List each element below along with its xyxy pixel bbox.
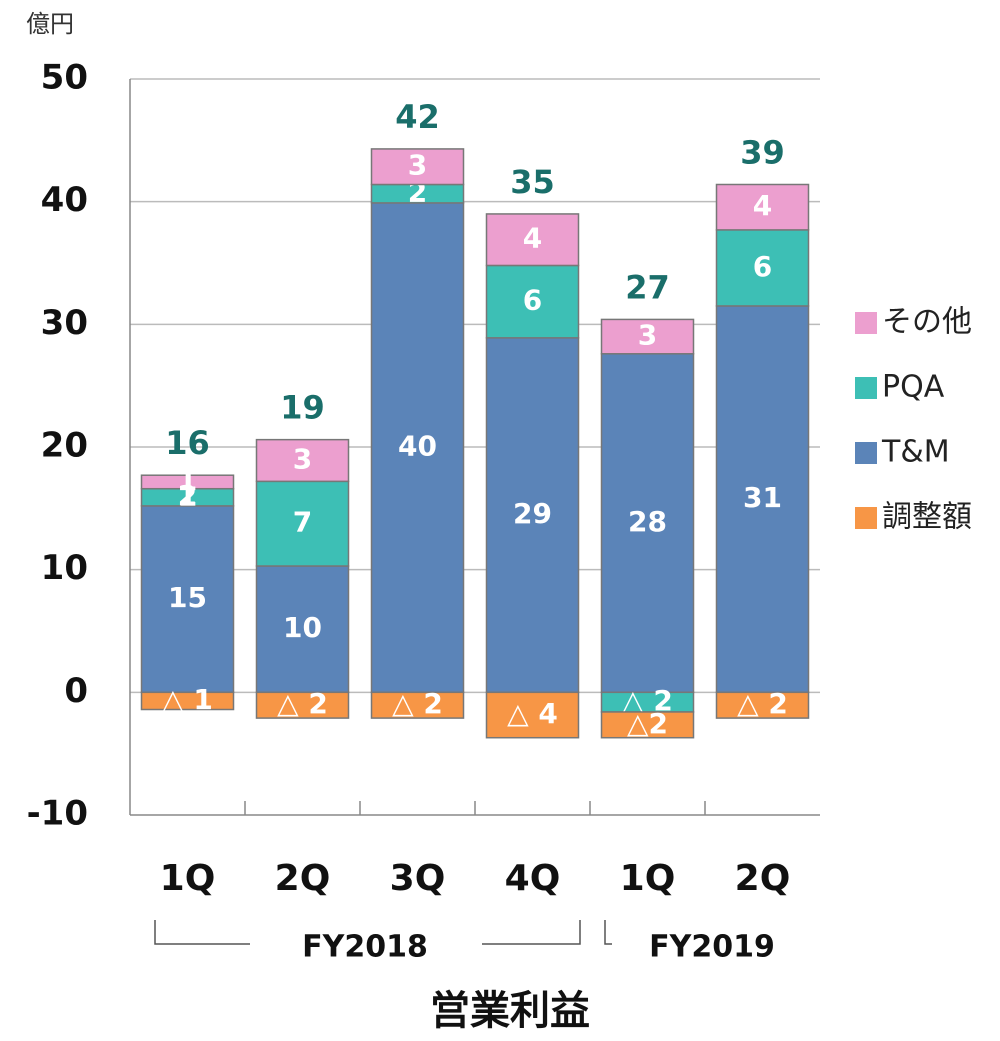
data-label: 3	[638, 319, 657, 352]
bar-segment	[600, 711, 695, 739]
y-tick-label: -10	[27, 794, 88, 834]
bar-segment	[485, 264, 580, 339]
bar-segment	[255, 691, 350, 719]
total-label: 39	[740, 133, 785, 171]
y-tick-label: 10	[41, 548, 88, 588]
bar-segment	[140, 474, 235, 490]
bar-segment	[370, 148, 465, 186]
x-tick-label: 1Q	[160, 858, 216, 899]
bar-segment	[485, 337, 580, 694]
data-label: △ 2	[737, 687, 788, 720]
group-label: FY2018	[302, 930, 428, 965]
y-tick-label: 50	[41, 58, 88, 98]
x-tick-label: 2Q	[735, 858, 791, 899]
y-tick-label: 20	[41, 426, 88, 466]
y-tick-label: 0	[64, 671, 88, 711]
x-tick-label: 4Q	[505, 858, 561, 899]
y-tick-label: 40	[41, 180, 88, 220]
bar-segment	[715, 305, 810, 694]
data-label: 10	[283, 611, 322, 644]
legend-label: PQA	[882, 370, 945, 405]
data-label: 29	[513, 497, 552, 530]
bar-segment	[715, 691, 810, 719]
x-tick-label: 1Q	[620, 858, 676, 899]
bar-segment	[485, 213, 580, 267]
data-label: 40	[398, 430, 437, 463]
data-label: 4	[753, 189, 772, 222]
bar-segment	[370, 202, 465, 694]
data-label: △ 4	[507, 697, 558, 730]
x-tick-label: 3Q	[390, 858, 446, 899]
total-label: 16	[165, 424, 210, 462]
legend-swatch	[855, 442, 877, 464]
y-tick-label: 30	[41, 303, 88, 343]
data-label: 3	[408, 149, 427, 182]
data-label: 31	[743, 481, 782, 514]
bar-segment	[485, 691, 580, 739]
bar-segment	[140, 691, 235, 711]
total-label: 19	[280, 389, 325, 427]
legend-swatch	[855, 312, 877, 334]
data-label: 6	[753, 250, 772, 283]
total-label: 42	[395, 98, 440, 136]
x-tick-label: 2Q	[275, 858, 331, 899]
data-label: △ 2	[392, 687, 443, 720]
bar-segment	[715, 183, 810, 231]
group-bracket	[154, 920, 612, 945]
total-label: 35	[510, 163, 555, 201]
bar-segment	[600, 353, 695, 694]
data-label: 1	[178, 464, 197, 497]
data-label: △ 1	[162, 683, 213, 716]
group-label: FY2019	[649, 930, 775, 965]
data-label: △2	[627, 707, 668, 740]
data-label: 4	[523, 222, 542, 255]
total-label: 27	[625, 268, 670, 306]
legend-swatch	[855, 377, 877, 399]
data-label: 6	[523, 284, 542, 317]
bar-segment	[370, 691, 465, 719]
data-label: 3	[293, 442, 312, 475]
chart-title: 営業利益	[430, 988, 590, 1034]
bar-segment	[715, 229, 810, 307]
legend-swatch	[855, 507, 877, 529]
annotation: 2	[178, 479, 197, 512]
data-label: 7	[293, 506, 312, 539]
data-label: 28	[628, 505, 667, 538]
legend-label: その他	[882, 305, 972, 340]
legend-label: 調整額	[882, 500, 972, 535]
bar-segment	[600, 318, 695, 355]
legend-label: T&M	[881, 435, 950, 470]
unit: 億円	[26, 10, 74, 38]
data-label: 15	[168, 581, 207, 614]
data-label: △ 2	[277, 687, 328, 720]
bar-segment	[255, 438, 350, 483]
